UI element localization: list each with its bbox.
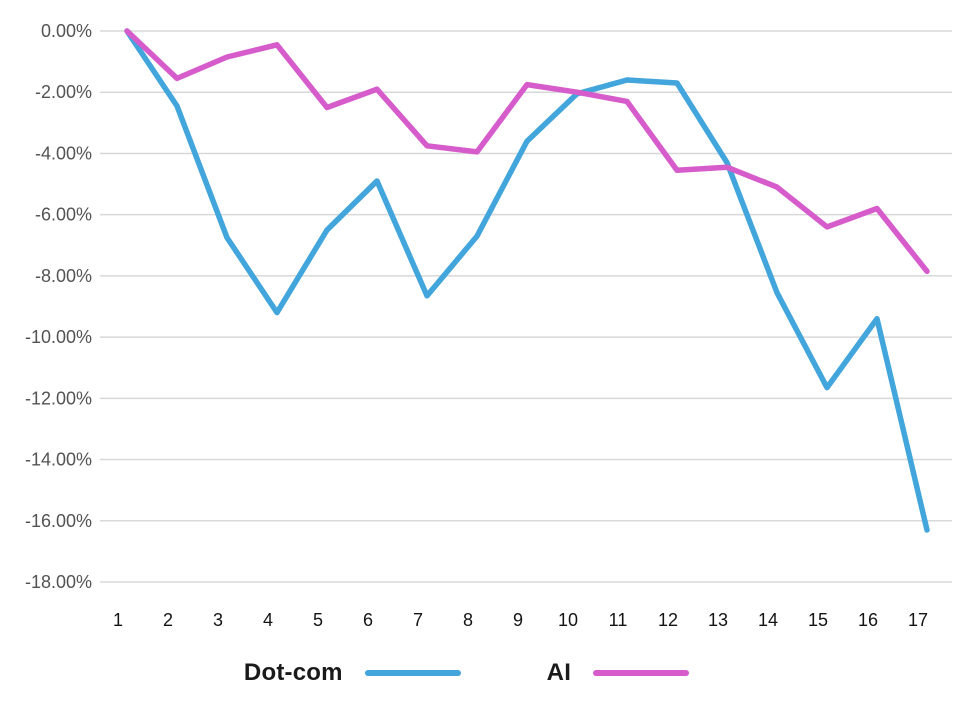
legend-swatch-ai [593, 670, 690, 676]
x-axis-tick-label: 14 [758, 610, 778, 630]
y-axis-tick-label: 0.00% [41, 21, 92, 41]
y-axis-tick-label: -10.00% [25, 327, 92, 347]
y-axis-tick-label: -2.00% [35, 82, 92, 102]
series-line-dot-com [124, 28, 930, 533]
y-axis-tick-label: -14.00% [25, 450, 92, 470]
x-axis-tick-label: 2 [163, 610, 173, 630]
x-axis-tick-label: 4 [263, 610, 273, 630]
y-axis-tick-label: -6.00% [35, 205, 92, 225]
series-line-ai [124, 28, 930, 275]
legend-swatch-dot-com [364, 670, 461, 676]
x-axis-tick-label: 10 [558, 610, 578, 630]
y-axis-tick-label: -18.00% [25, 572, 92, 592]
legend-label-dot-com: Dot-com [243, 659, 343, 686]
x-axis-tick-label: 6 [363, 610, 373, 630]
x-axis-tick-label: 1 [113, 610, 123, 630]
x-axis-tick-label: 15 [808, 610, 828, 630]
x-axis-tick-label: 5 [313, 610, 323, 630]
chart-legend: Dot-com AI [0, 659, 953, 687]
y-axis-tick-label: -8.00% [35, 266, 92, 286]
x-axis-tick-label: 3 [213, 610, 223, 630]
x-axis-tick-label: 17 [908, 610, 928, 630]
y-axis-tick-label: -16.00% [25, 511, 92, 531]
x-axis-tick-label: 12 [658, 610, 678, 630]
y-axis-tick-label: -4.00% [35, 143, 92, 163]
x-axis-tick-label: 9 [513, 610, 523, 630]
x-axis-tick-label: 16 [858, 610, 878, 630]
legend-item-ai: AI [546, 659, 690, 687]
legend-label-ai: AI [546, 659, 572, 686]
legend-item-dot-com: Dot-com [244, 659, 461, 687]
x-axis-tick-label: 7 [413, 610, 423, 630]
x-axis-tick-label: 13 [708, 610, 728, 630]
x-axis-tick-label: 11 [609, 610, 628, 630]
y-axis-tick-label: -12.00% [25, 388, 92, 408]
x-axis-tick-label: 8 [463, 610, 473, 630]
